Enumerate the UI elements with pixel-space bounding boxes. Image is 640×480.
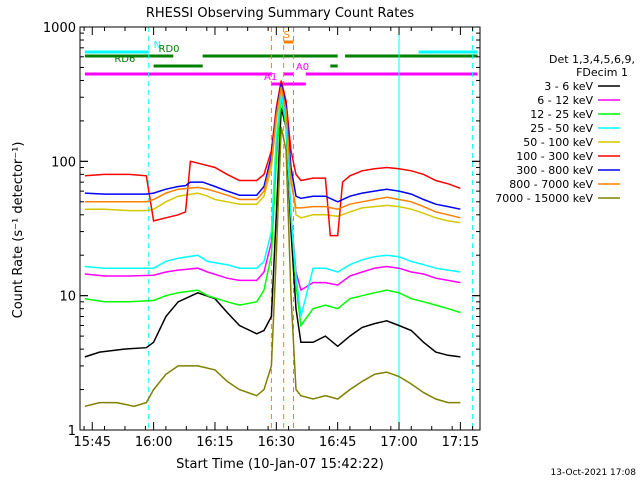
x-tick-label-1: 16:00 [135,435,172,450]
x-tick-label-3: 16:30 [258,435,295,450]
state-label-a1: A1 [264,72,277,83]
legend-label-6: 300 - 800 keV [516,164,593,177]
series-line-8 [84,126,461,408]
chart-title: RHESSI Observing Summary Count Rates [146,6,415,21]
footer-date: 13-Oct-2021 17:08 [551,468,637,478]
x-axis: 15:45 16:00 16:15 16:30 16:45 17:00 17:15 [74,27,479,450]
x-tick-label-6: 17:15 [442,435,479,450]
state-label-rd6: RD6 [114,54,135,65]
x-tick-label-4: 16:45 [319,435,356,450]
y-axis: 1 10 100 1000 [43,21,480,439]
y-tick-label-1000: 1000 [43,21,76,36]
legend-header-line-2: FDecim 1 [576,66,628,79]
y-axis-label: Count Rate (s⁻¹ detector⁻¹) [11,142,26,319]
legend-label-7: 800 - 7000 keV [509,178,593,191]
x-tick-label-2: 16:15 [196,435,233,450]
legend-label-5: 100 - 300 keV [516,150,593,163]
legend-label-2: 12 - 25 keV [530,108,593,121]
series-line-5 [84,80,461,237]
y-tick-label-10: 10 [59,290,76,305]
series-line-7 [84,86,461,219]
legend-label-8: 7000 - 15000 keV [495,192,593,205]
state-label-n: N [154,40,161,51]
legend-header-line-1: Det 1,3,4,5,6,9, [549,53,635,66]
legend-label-3: 25 - 50 keV [530,122,593,135]
state-label-a0: A0 [296,62,309,73]
state-label-rd0: RD0 [159,44,180,55]
y-tick-label-100: 100 [51,155,76,170]
series-group [84,80,461,408]
x-tick-label-5: 17:00 [380,435,417,450]
series-line-3 [84,93,461,317]
legend-label-1: 6 - 12 keV [537,94,593,107]
x-axis-label: Start Time (10-Jan-07 15:42:22) [176,457,384,472]
legend-label-4: 50 - 100 keV [523,136,593,149]
state-label-s: S [284,30,290,41]
series-line-6 [84,83,461,210]
y-tick-label-1: 1 [68,424,76,439]
legend-label-0: 3 - 6 keV [544,80,593,93]
x-tick-label-0: 15:45 [74,435,111,450]
plot-frame [79,26,481,431]
